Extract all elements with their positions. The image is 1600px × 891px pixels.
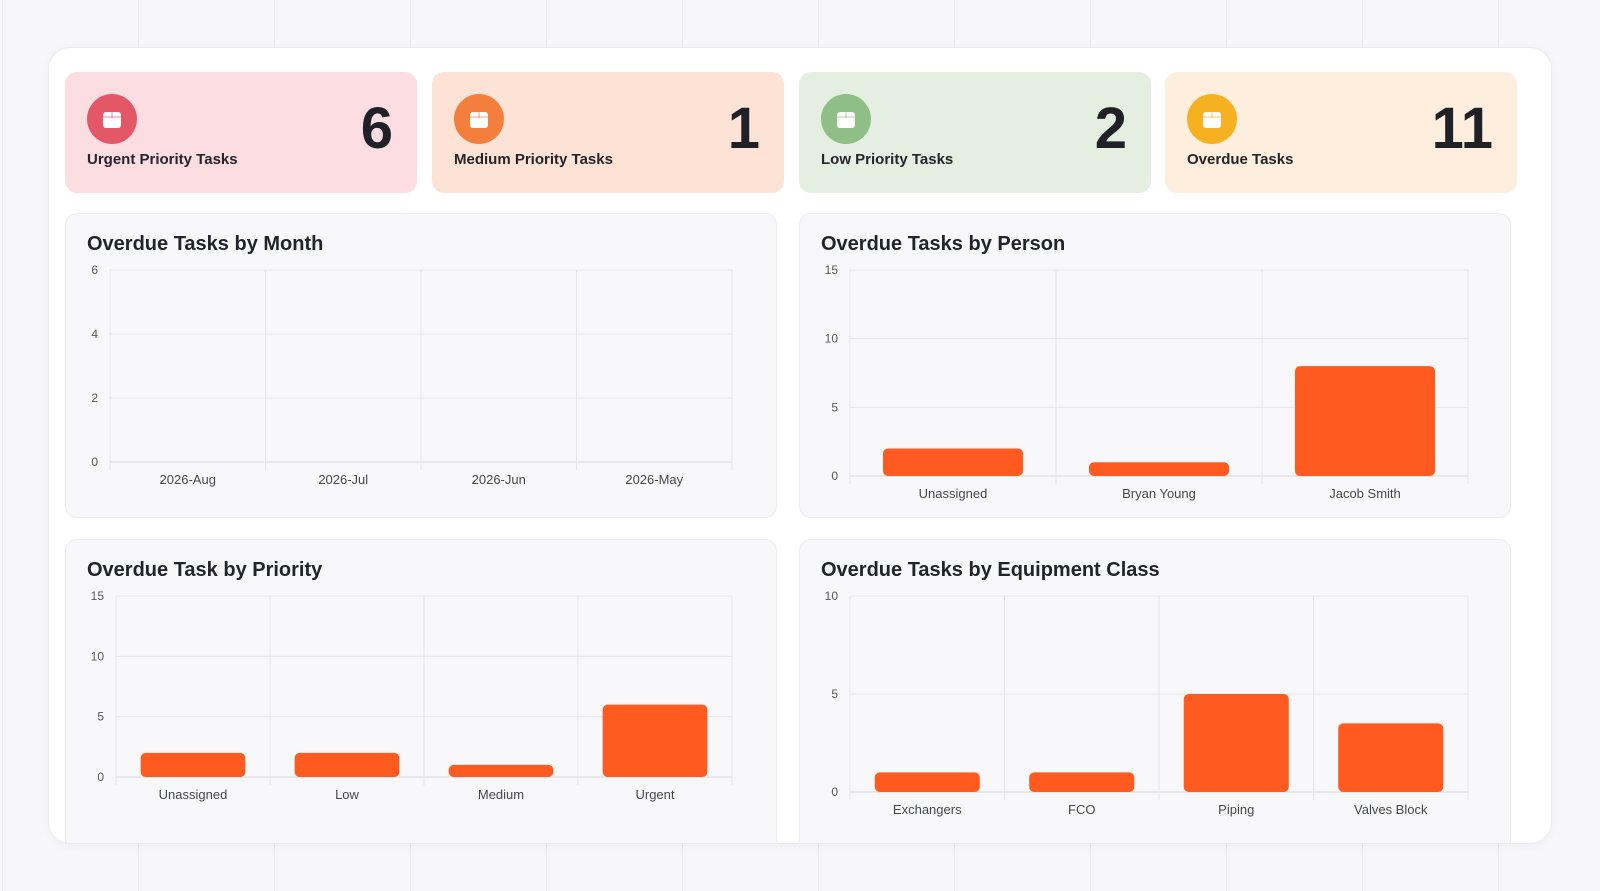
bar [602,704,708,777]
bar [1294,366,1436,476]
x-tick-label: 2026-Jun [472,472,526,487]
chart-by-person: 0 5 10 15 Unassigned Bryan Young Jacob Smith [825,263,1469,501]
bar [1029,772,1135,792]
x-tick-label: 2026-Jul [318,472,368,487]
kpi-label: Medium Priority Tasks [454,151,613,168]
bar [1088,462,1230,476]
x-tick-label: 2026-May [625,472,683,487]
x-tick-label: FCO [1068,802,1095,817]
y-tick-label: 10 [825,589,839,603]
kpi-label: Low Priority Tasks [821,151,954,168]
kpi-card-overdue[interactable]: Overdue Tasks 11 [1165,72,1517,193]
package-icon [454,94,504,144]
chart-by-month: 0 2 4 6 2026-Aug 2026-Jul 2026-Jun 2026-May [91,263,733,487]
chart-card-by-month: Overdue Tasks by Month 0 2 4 6 2026-Aug 2026-… [65,213,777,518]
kpi-value: 11 [1431,96,1493,161]
bar [448,764,554,777]
bar [874,772,980,792]
y-tick-label: 0 [91,455,98,469]
x-tick-label: Bryan Young [1122,486,1196,501]
chart-card-by-priority: Overdue Task by Priority 0 5 10 15 Unassigne… [65,539,777,843]
y-tick-label: 0 [831,785,838,799]
y-tick-label: 5 [831,400,838,414]
x-tick-label: Medium [478,787,524,802]
bar [294,752,400,777]
bar [1338,723,1444,792]
bar [1183,694,1289,792]
x-tick-label: Low [335,787,359,802]
kpi-card-medium[interactable]: Medium Priority Tasks 1 [432,72,784,193]
kpi-value: 6 [360,96,393,161]
kpi-label: Overdue Tasks [1187,151,1294,168]
kpi-card-urgent[interactable]: Urgent Priority Tasks 6 [65,72,417,193]
y-tick-label: 10 [825,332,839,346]
x-tick-label: 2026-Aug [160,472,216,487]
chart-card-by-person: Overdue Tasks by Person 0 5 10 15 Unassigned… [799,213,1511,518]
y-tick-label: 6 [91,263,98,277]
y-tick-label: 0 [831,469,838,483]
x-tick-label: Jacob Smith [1329,486,1401,501]
chart-title: Overdue Tasks by Month [87,233,324,255]
kpi-value: 2 [1094,96,1127,161]
x-tick-label: Unassigned [159,787,228,802]
chart-title: Overdue Tasks by Person [821,233,1066,255]
chart-by-equipment: 0 5 10 Exchangers FCO Piping Valves Block [825,589,1469,817]
x-tick-label: Piping [1218,802,1254,817]
x-tick-label: Valves Block [1354,802,1428,817]
chart-title: Overdue Tasks by Equipment Class [821,559,1160,581]
chart-title: Overdue Task by Priority [87,559,323,581]
y-tick-label: 10 [91,649,105,663]
y-tick-label: 15 [91,589,105,603]
y-tick-label: 0 [97,770,104,784]
x-tick-label: Exchangers [893,802,962,817]
dashboard-panel: Urgent Priority Tasks 6 Medium Priority … [48,47,1552,844]
kpi-card-low[interactable]: Low Priority Tasks 2 [799,72,1151,193]
y-tick-label: 5 [831,687,838,701]
chart-by-priority: 0 5 10 15 Unassigned Low Medium Urgent [91,589,733,802]
y-tick-label: 4 [91,327,98,341]
kpi-value: 1 [727,96,760,161]
package-icon [87,94,137,144]
y-tick-label: 5 [97,710,104,724]
package-icon [821,94,871,144]
y-tick-label: 2 [91,391,98,405]
package-icon [1187,94,1237,144]
bar [140,752,246,777]
bar [882,448,1024,476]
chart-card-by-equipment: Overdue Tasks by Equipment Class 0 5 10 Exc… [799,539,1511,843]
y-tick-label: 15 [825,263,839,277]
x-tick-label: Unassigned [919,486,988,501]
kpi-label: Urgent Priority Tasks [87,151,238,168]
x-tick-label: Urgent [635,787,674,802]
